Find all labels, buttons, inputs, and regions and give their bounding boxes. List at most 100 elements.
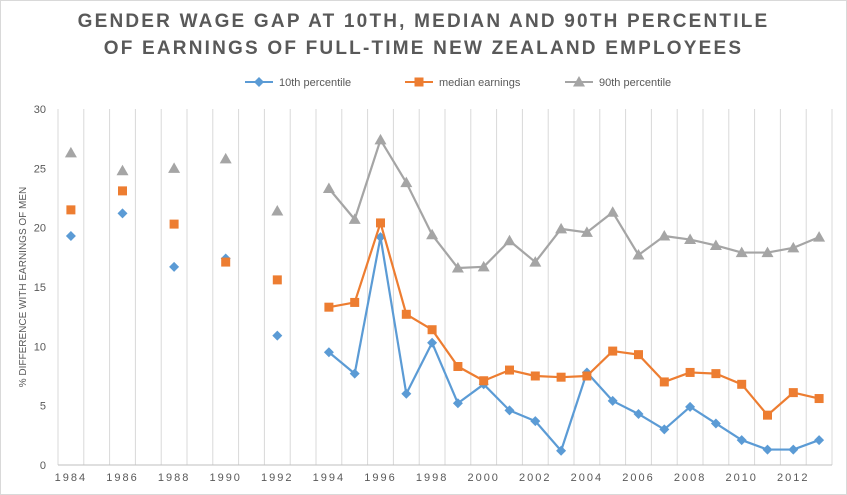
series-line-segment [328,351,356,375]
data-point [530,371,540,381]
x-tick-label: 1986 [106,472,138,484]
data-point [787,241,800,253]
x-tick-label: 1990 [209,472,241,484]
data-point [118,186,127,196]
data-point [710,418,721,429]
legend-marker [573,76,585,87]
data-point [401,309,411,319]
data-point [529,256,542,267]
series-line-segment [715,244,742,254]
data-point [271,205,284,216]
x-tick-label: 2004 [571,472,603,484]
data-point [633,408,644,419]
series-line-segment [741,439,768,451]
data-point [219,152,232,164]
data-point [736,435,747,446]
y-tick-label: 25 [34,163,46,175]
series-line-segment [560,227,588,234]
data-point [814,394,824,404]
y-tick-label: 15 [34,282,46,294]
series-line-segment [353,139,382,220]
x-tick-label: 2002 [519,472,551,484]
data-point [685,367,695,377]
data-point [168,162,181,173]
x-tick-label: 2012 [777,472,809,484]
data-point [451,262,464,273]
y-tick-label: 30 [34,104,46,116]
data-point [116,164,129,176]
y-tick-label: 5 [40,401,46,413]
data-point [556,372,566,382]
x-tick-label: 2006 [622,472,654,484]
series-line-segment [482,383,511,412]
data-point [66,205,76,215]
series-line-segment [457,265,484,270]
data-point [556,445,567,456]
data-point [634,350,643,360]
data-point [659,424,670,435]
y-tick-label: 20 [34,223,46,235]
data-point [221,257,231,267]
x-tick-label: 1996 [364,472,396,484]
x-tick-label: 2008 [674,472,706,484]
legend-label: 10th percentile [279,77,351,89]
series-line-segment [792,439,820,451]
series-line-segment [767,246,794,254]
series-line-segment [663,406,691,431]
data-point [555,222,568,234]
series-line-segment [637,353,666,383]
data-point [814,435,825,446]
x-tick-label: 1994 [313,472,345,484]
data-point [788,388,798,398]
series-line-segment [689,405,717,425]
data-point [376,218,385,228]
data-point [505,365,514,375]
data-point [632,248,645,260]
data-point [530,416,541,427]
data-point [272,330,283,341]
x-tick-label: 2000 [467,472,499,484]
data-point [64,146,77,158]
data-point [659,377,669,387]
series-line-segment [405,342,434,395]
series-line-segment [611,211,640,256]
data-point [169,261,180,272]
y-tick-label: 0 [40,460,46,472]
data-point [479,376,489,386]
data-point [272,275,282,285]
data-point [607,395,618,406]
series-line-segment [637,413,665,431]
series-line-segment [457,383,485,405]
data-point [322,182,335,194]
data-point [350,297,360,307]
x-tick-label: 1984 [55,472,87,484]
series-line-segment [740,383,769,416]
data-point [711,369,721,379]
series-line-segment [353,236,382,374]
series-line-segment [431,329,459,368]
data-point [348,213,361,224]
data-point [761,246,774,258]
data-point [427,337,438,348]
data-point [427,325,437,335]
data-point [401,388,412,399]
data-point [658,229,671,241]
x-tick-label: 1992 [261,472,293,484]
legend-marker [254,77,264,87]
series-line-segment [715,422,743,442]
data-point [323,347,334,358]
legend-marker [414,77,424,87]
x-tick-label: 1998 [416,472,448,484]
series-line-segment [509,409,536,423]
series-line-segment [379,222,408,315]
series-line-segment [405,182,434,236]
data-point [580,226,593,237]
data-point [709,239,722,250]
series-line-segment [612,399,639,415]
series-line-segment [534,420,562,452]
data-point [452,398,463,409]
chart-title-line-1: GENDER WAGE GAP AT 10TH, MEDIAN AND 90TH… [77,11,770,32]
data-point [503,234,516,246]
y-axis-title: % DIFFERENCE WITH EARNINGS OF MEN [18,187,29,388]
